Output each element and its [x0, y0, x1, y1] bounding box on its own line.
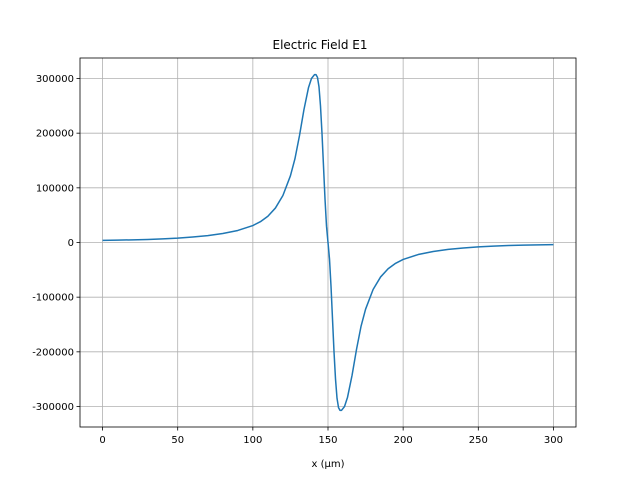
series-group	[102, 73, 554, 412]
chart-title: Electric Field E1	[272, 38, 367, 52]
x-axis-label: x (µm)	[311, 459, 344, 470]
y-tick-label: -100000	[32, 293, 74, 304]
y-ticks: -300000 -200000 -100000 0 100000 200000 300000	[32, 74, 80, 413]
y-tick-label: 300000	[36, 74, 74, 85]
y-tick-label: 100000	[36, 183, 74, 194]
y-tick-label: -300000	[32, 402, 74, 413]
series-line	[102, 73, 554, 412]
y-tick-label: 200000	[36, 129, 74, 140]
x-tick-label: 100	[243, 435, 262, 446]
x-tick-label: 50	[171, 435, 184, 446]
x-tick-label: 250	[469, 435, 488, 446]
x-tick-label: 0	[99, 435, 105, 446]
x-ticks: 0 50 100 150 200 250 300	[99, 427, 563, 446]
x-tick-label: 300	[544, 435, 563, 446]
y-tick-label: 0	[68, 238, 74, 249]
y-tick-label: -200000	[32, 347, 74, 358]
x-tick-label: 200	[394, 435, 413, 446]
x-tick-label: 150	[318, 435, 337, 446]
grid-lines	[80, 58, 576, 427]
